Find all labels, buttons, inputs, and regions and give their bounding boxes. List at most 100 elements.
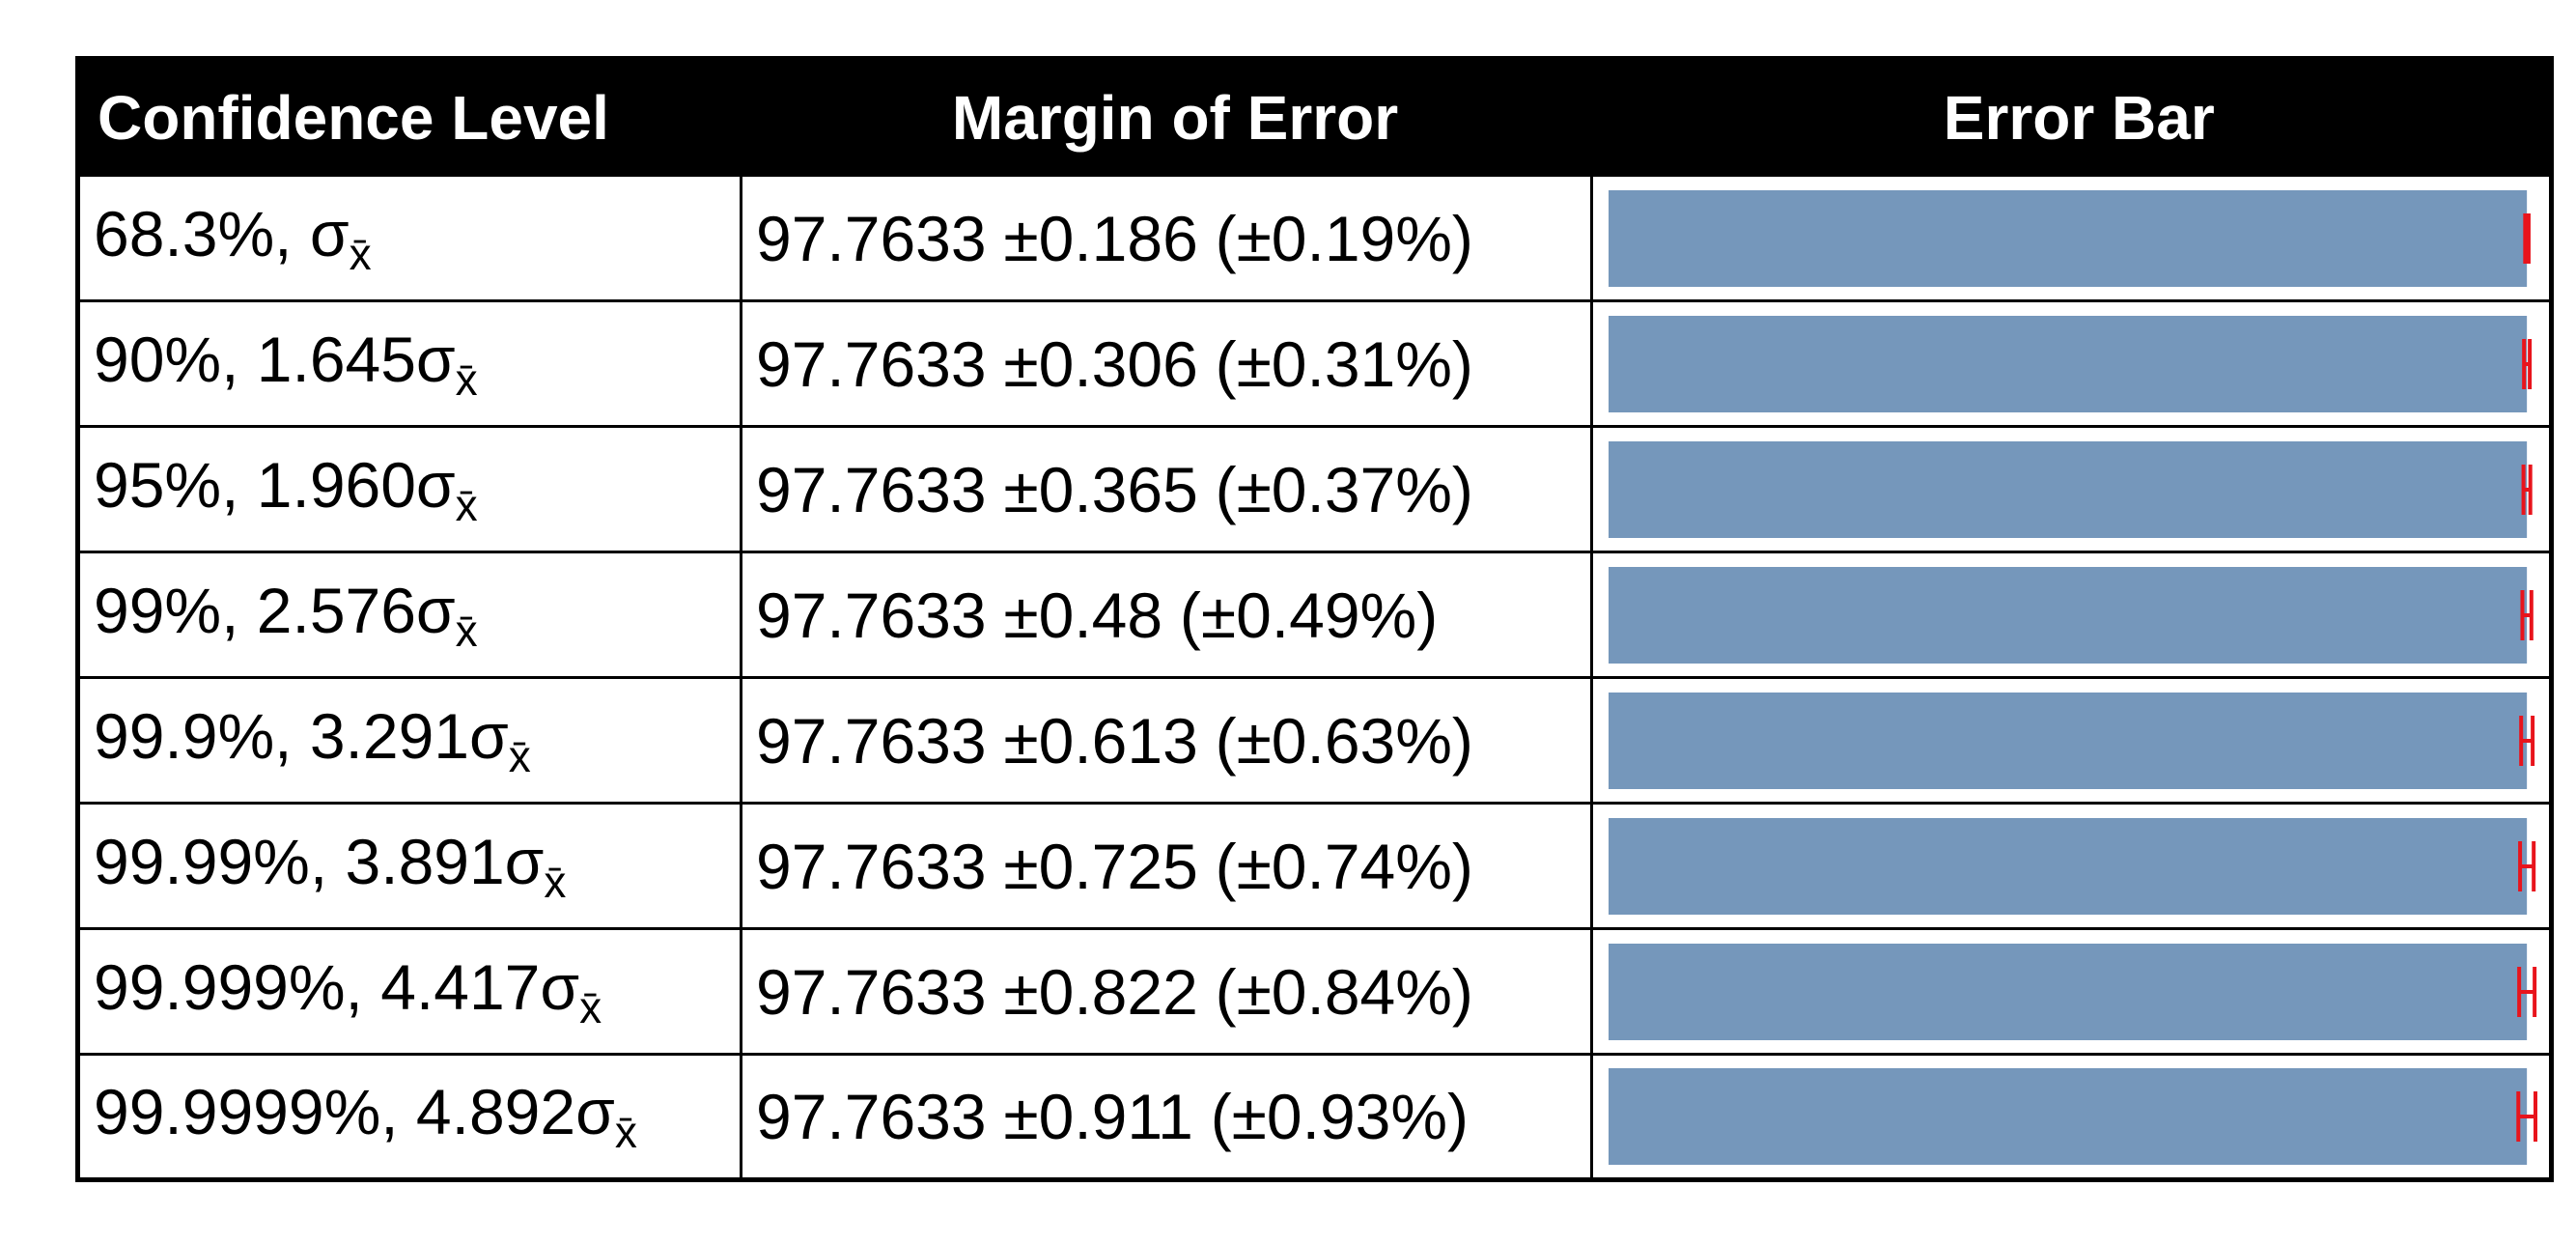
level-subscript: x̄ bbox=[349, 228, 372, 279]
level-text: 99.9999%, 4.892σ bbox=[94, 1076, 615, 1147]
error-bar-cell bbox=[1590, 1053, 2553, 1181]
level-cell: 99.9%, 3.291σx̄ bbox=[76, 676, 742, 805]
confidence-table: Confidence Level Margin of Error Error B… bbox=[75, 56, 2554, 1182]
margin-cell: 97.7633 ±0.306 (±0.31%) bbox=[740, 299, 1593, 428]
margin-value: ±0.306 bbox=[1003, 327, 1198, 400]
table-row: 68.3%, σx̄ 97.7633 ±0.186 (±0.19%) bbox=[76, 174, 2553, 302]
level-text: 95%, 1.960σ bbox=[94, 448, 456, 521]
level-subscript: x̄ bbox=[579, 981, 602, 1032]
relative-margin: (±0.84%) bbox=[1215, 955, 1473, 1028]
level-subscript: x̄ bbox=[455, 605, 478, 656]
level-text: 99.999%, 4.417σ bbox=[94, 950, 580, 1023]
margin-value: ±0.911 bbox=[1003, 1081, 1193, 1152]
table-header: Confidence Level Margin of Error Error B… bbox=[77, 58, 2552, 176]
relative-margin: (±0.37%) bbox=[1215, 453, 1473, 525]
bar bbox=[1609, 1068, 2528, 1165]
level-subscript: x̄ bbox=[455, 353, 478, 405]
level-cell: 99%, 2.576σx̄ bbox=[76, 551, 742, 679]
mean-value: 97.7633 bbox=[756, 1081, 987, 1152]
level-text: 90%, 1.645σ bbox=[94, 323, 456, 395]
mean-value: 97.7633 bbox=[756, 327, 987, 400]
header-cell: Error Bar bbox=[1591, 58, 2552, 176]
error-bar bbox=[2516, 1091, 2537, 1142]
relative-margin: (±0.74%) bbox=[1215, 830, 1473, 902]
bar bbox=[1609, 817, 2528, 915]
error-bar bbox=[2522, 338, 2533, 389]
level-cell: 68.3%, σx̄ bbox=[76, 174, 742, 302]
error-bar-chart bbox=[1609, 315, 2533, 412]
table-row: 90%, 1.645σx̄ 97.7633 ±0.306 (±0.31%) bbox=[76, 299, 2553, 428]
margin-value: ±0.186 bbox=[1003, 202, 1198, 274]
table-row: 99.9%, 3.291σx̄ 97.7633 ±0.613 (±0.63%) bbox=[76, 676, 2553, 805]
header-row: Confidence Level Margin of Error Error B… bbox=[77, 58, 2552, 176]
error-bar-chart bbox=[1609, 566, 2534, 664]
mean-value: 97.7633 bbox=[756, 453, 987, 525]
bar bbox=[1609, 566, 2528, 664]
level-text: 99.99%, 3.891σ bbox=[94, 825, 545, 897]
error-bar-cell bbox=[1590, 927, 2553, 1056]
margin-value: ±0.613 bbox=[1003, 704, 1198, 777]
level-text: 68.3%, σ bbox=[94, 197, 350, 269]
error-bar-chart bbox=[1609, 440, 2533, 538]
error-bar bbox=[2517, 966, 2537, 1017]
margin-value: ±0.48 bbox=[1003, 579, 1163, 651]
level-text: 99.9%, 3.291σ bbox=[94, 699, 509, 772]
margin-cell: 97.7633 ±0.725 (±0.74%) bbox=[740, 802, 1593, 930]
relative-margin: (±0.93%) bbox=[1210, 1081, 1470, 1152]
mean-value: 97.7633 bbox=[756, 202, 987, 274]
margin-cell: 97.7633 ±0.911 (±0.93%) bbox=[740, 1053, 1593, 1181]
error-bar bbox=[2521, 464, 2533, 515]
level-subscript: x̄ bbox=[544, 856, 567, 907]
error-bar-chart bbox=[1609, 692, 2535, 789]
mean-value: 97.7633 bbox=[756, 830, 987, 902]
margin-cell: 97.7633 ±0.186 (±0.19%) bbox=[740, 174, 1593, 302]
level-cell: 99.999%, 4.417σx̄ bbox=[76, 927, 742, 1056]
margin-cell: 97.7633 ±0.822 (±0.84%) bbox=[740, 927, 1593, 1056]
level-cell: 90%, 1.645σx̄ bbox=[76, 299, 742, 428]
margin-value: ±0.365 bbox=[1003, 453, 1198, 525]
error-bar bbox=[2519, 715, 2535, 766]
error-bar-cell bbox=[1590, 551, 2553, 679]
mean-value: 97.7633 bbox=[756, 955, 987, 1028]
level-cell: 99.9999%, 4.892σx̄ bbox=[76, 1053, 742, 1181]
table-row: 99%, 2.576σx̄ 97.7633 ±0.48 (±0.49%) bbox=[76, 551, 2553, 679]
relative-margin: (±0.31%) bbox=[1215, 327, 1473, 400]
error-bar-chart bbox=[1609, 1068, 2537, 1165]
level-subscript: x̄ bbox=[508, 730, 531, 781]
table-row: 99.999%, 4.417σx̄ 97.7633 ±0.822 (±0.84%) bbox=[76, 927, 2553, 1056]
error-bar-cell bbox=[1590, 802, 2553, 930]
bar bbox=[1609, 189, 2528, 287]
mean-value: 97.7633 bbox=[756, 704, 987, 777]
error-bar bbox=[2523, 212, 2531, 264]
relative-margin: (±0.19%) bbox=[1215, 202, 1473, 274]
error-bar-chart bbox=[1609, 943, 2537, 1040]
error-bar bbox=[2520, 589, 2534, 640]
relative-margin: (±0.63%) bbox=[1215, 704, 1473, 777]
bar bbox=[1609, 440, 2528, 538]
level-subscript: x̄ bbox=[455, 479, 478, 530]
error-bar-cell bbox=[1590, 174, 2553, 302]
bar bbox=[1609, 692, 2528, 789]
level-subscript: x̄ bbox=[614, 1107, 637, 1157]
level-text: 99%, 2.576σ bbox=[94, 574, 456, 646]
relative-margin: (±0.49%) bbox=[1179, 579, 1439, 651]
error-bar-cell bbox=[1590, 425, 2553, 553]
error-bar-cell bbox=[1590, 299, 2553, 428]
error-bar bbox=[2518, 840, 2536, 891]
mean-value: 97.7633 bbox=[756, 579, 987, 651]
table-body: 68.3%, σx̄ 97.7633 ±0.186 (±0.19%) 90%, 1.64… bbox=[76, 174, 2553, 1181]
header-cell: Margin of Error bbox=[741, 58, 1592, 176]
margin-value: ±0.725 bbox=[1003, 830, 1198, 902]
bar bbox=[1609, 315, 2528, 412]
margin-cell: 97.7633 ±0.48 (±0.49%) bbox=[740, 551, 1593, 679]
error-bar-chart bbox=[1609, 189, 2531, 287]
margin-cell: 97.7633 ±0.613 (±0.63%) bbox=[740, 676, 1593, 805]
table-row: 99.99%, 3.891σx̄ 97.7633 ±0.725 (±0.74%) bbox=[76, 802, 2553, 930]
table-row: 99.9999%, 4.892σx̄ 97.7633 ±0.911 (±0.93%) bbox=[76, 1053, 2553, 1181]
level-cell: 99.99%, 3.891σx̄ bbox=[76, 802, 742, 930]
error-bar-cell bbox=[1590, 676, 2553, 805]
bar bbox=[1609, 943, 2528, 1040]
error-bar-chart bbox=[1609, 817, 2536, 915]
header-cell: Confidence Level bbox=[77, 58, 742, 176]
